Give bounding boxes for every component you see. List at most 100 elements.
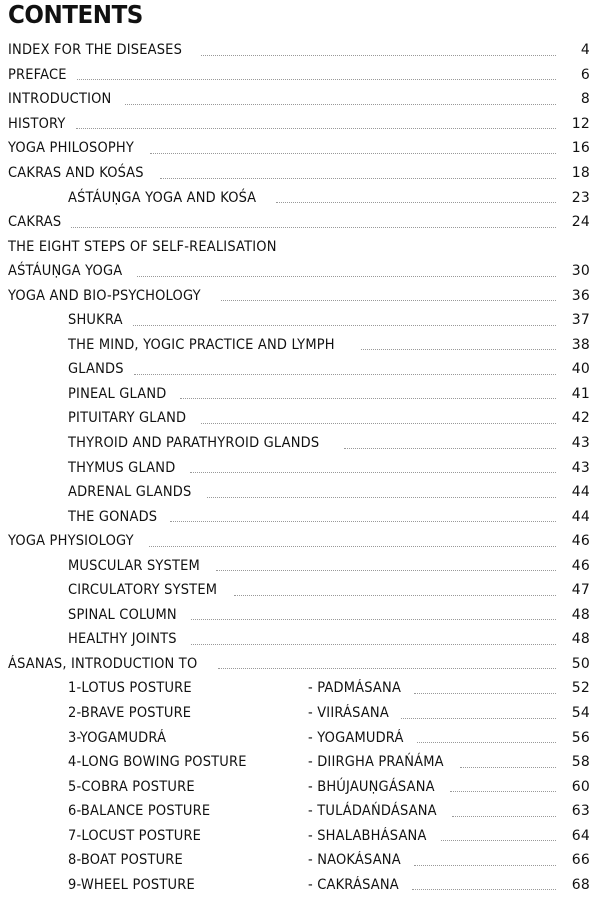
dot-leader — [149, 545, 556, 547]
toc-entry[interactable]: ADRENAL GLANDS 44 — [0, 480, 600, 505]
page-number: 24 — [571, 214, 590, 231]
toc-entry[interactable]: INDEX FOR THE DISEASES 4 — [0, 38, 600, 63]
toc-entry[interactable]: YOGA AND BIO-PSYCHOLOGY 36 — [0, 283, 600, 308]
toc-entry-posture[interactable]: 9-WHEEL POSTURE - CAKRÁSANA 68 — [0, 873, 600, 898]
dot-leader — [149, 152, 556, 154]
page-number: 43 — [571, 435, 590, 452]
toc-entry[interactable]: THE EIGHT STEPS OF SELF-REALISATION — [0, 234, 600, 259]
posture-english-name: 9-WHEEL POSTURE — [68, 876, 195, 893]
toc-entry[interactable]: PITUITARY GLAND 42 — [0, 406, 600, 431]
entry-title: THE EIGHT STEPS OF SELF-REALISATION — [8, 238, 277, 255]
page-number: 43 — [571, 459, 590, 476]
posture-sanskrit-name: - PADMÁSANA — [308, 680, 402, 697]
toc-entry[interactable]: GLANDS 40 — [0, 357, 600, 382]
toc-entry[interactable]: AŚTÁUṆGA YOGA 30 — [0, 259, 600, 284]
page-number: 37 — [571, 312, 590, 329]
toc-entry[interactable]: HEALTHY JOINTS 48 — [0, 627, 600, 652]
entry-title: THE GONADS — [68, 508, 158, 525]
toc-entry[interactable]: SPINAL COLUMN 48 — [0, 603, 600, 628]
posture-sanskrit-name: - BHÚJAUṆGÁSANA — [308, 778, 435, 795]
dot-leader — [276, 202, 556, 204]
toc-entry-posture[interactable]: 2-BRAVE POSTURE - VIIRÁSANA 54 — [0, 701, 600, 726]
page-number: 23 — [571, 189, 590, 206]
posture-english-name: 1-LOTUS POSTURE — [68, 680, 192, 697]
page-number: 47 — [571, 582, 590, 599]
page-number: 36 — [571, 287, 590, 304]
toc-entry-posture[interactable]: 1-LOTUS POSTURE - PADMÁSANA 52 — [0, 676, 600, 701]
toc-entry[interactable]: AŚTÁUṆGA YOGA AND KOŚA 23 — [0, 185, 600, 210]
page-number: 40 — [571, 361, 590, 378]
dot-leader — [413, 864, 556, 866]
dot-leader — [416, 742, 556, 744]
entry-title: CIRCULATORY SYSTEM — [68, 582, 218, 599]
entry-title: PREFACE — [8, 66, 67, 83]
posture-english-name: 6-BALANCE POSTURE — [68, 803, 211, 820]
toc-entry-posture[interactable]: 6-BALANCE POSTURE - TULÁDAŃDÁSANA 63 — [0, 799, 600, 824]
page-number: 44 — [571, 508, 590, 525]
entry-title: YOGA PHILOSOPHY — [8, 140, 135, 157]
dot-leader — [221, 300, 556, 302]
toc-entry-posture[interactable]: 7-LOCUST POSTURE - SHALABHÁSANA 64 — [0, 824, 600, 849]
entry-title: AŚTÁUṆGA YOGA AND KOŚA — [68, 189, 257, 206]
entry-title: CAKRAS AND KOŚAS — [8, 165, 144, 181]
entry-title: YOGA PHYSIOLOGY — [8, 533, 134, 550]
toc-entry[interactable]: YOGA PHYSIOLOGY 46 — [0, 529, 600, 554]
dot-leader — [125, 103, 556, 105]
posture-sanskrit-name: - TULÁDAŃDÁSANA — [308, 803, 437, 820]
page-number: 66 — [571, 852, 590, 869]
entry-title: INDEX FOR THE DISEASES — [8, 42, 183, 59]
entry-title: YOGA AND BIO-PSYCHOLOGY — [8, 287, 201, 304]
page-number: 68 — [571, 876, 590, 893]
toc-entry[interactable]: PREFACE 6 — [0, 63, 600, 88]
toc-entry[interactable]: YOGA PHILOSOPHY 16 — [0, 136, 600, 161]
posture-english-name: 3-YOGAMUDRÁ — [68, 729, 167, 746]
toc-entry-posture[interactable]: 3-YOGAMUDRÁ - YOGAMUDRÁ 56 — [0, 725, 600, 750]
posture-sanskrit-name: - CAKRÁSANA — [308, 876, 399, 893]
page-number: 18 — [571, 165, 590, 181]
dot-leader — [215, 570, 556, 572]
toc-entry[interactable]: THE MIND, YOGIC PRACTICE AND LYMPH 38 — [0, 333, 600, 358]
entry-title: THYMUS GLAND — [68, 459, 176, 476]
posture-sanskrit-name: - SHALABHÁSANA — [308, 827, 427, 844]
toc-entry-posture[interactable]: 5-COBRA POSTURE - BHÚJAUṆGÁSANA 60 — [0, 774, 600, 799]
dot-leader — [132, 324, 556, 326]
toc-entry[interactable]: CIRCULATORY SYSTEM 47 — [0, 578, 600, 603]
toc-entry[interactable]: SHUKRA 37 — [0, 308, 600, 333]
toc-entry[interactable]: HISTORY 12 — [0, 112, 600, 137]
page-number: 60 — [571, 778, 590, 795]
page-number: 48 — [571, 606, 590, 623]
dot-leader — [133, 373, 556, 375]
toc-entry[interactable]: PINEAL GLAND 41 — [0, 382, 600, 407]
dot-leader — [201, 54, 556, 56]
toc-entry[interactable]: THYROID AND PARATHYROID GLANDS 43 — [0, 431, 600, 456]
page-number: 50 — [571, 655, 590, 672]
entry-title: GLANDS — [68, 361, 124, 378]
posture-english-name: 8-BOAT POSTURE — [68, 852, 183, 869]
dot-leader — [77, 79, 556, 81]
entry-title: HISTORY — [8, 115, 66, 132]
page-number: 4 — [580, 42, 590, 59]
page-number: 56 — [571, 729, 590, 746]
dot-leader — [234, 594, 556, 596]
posture-english-name: 7-LOCUST POSTURE — [68, 827, 202, 844]
table-of-contents: INDEX FOR THE DISEASES 4 PREFACE 6 INTRODUCT… — [0, 38, 600, 897]
page-number: 16 — [571, 140, 590, 157]
toc-entry-posture[interactable]: 4-LONG BOWING POSTURE - DIIRGHA PRAŃÁMA 58 — [0, 750, 600, 775]
toc-entry[interactable]: MUSCULAR SYSTEM 46 — [0, 553, 600, 578]
posture-english-name: 4-LONG BOWING POSTURE — [68, 754, 247, 771]
dot-leader — [414, 692, 556, 694]
entry-title: MUSCULAR SYSTEM — [68, 557, 200, 574]
toc-entry-posture[interactable]: 8-BOAT POSTURE - NAOKÁSANA 66 — [0, 848, 600, 873]
toc-entry[interactable]: INTRODUCTION 8 — [0, 87, 600, 112]
posture-sanskrit-name: - YOGAMUDRÁ — [308, 729, 404, 746]
entry-title: ADRENAL GLANDS — [68, 484, 192, 501]
dot-leader — [360, 349, 556, 351]
toc-entry[interactable]: CAKRAS 24 — [0, 210, 600, 235]
toc-entry[interactable]: CAKRAS AND KOŚAS 18 — [0, 161, 600, 186]
toc-entry[interactable]: THE GONADS 44 — [0, 504, 600, 529]
page-number: 48 — [571, 631, 590, 648]
toc-entry[interactable]: THYMUS GLAND 43 — [0, 455, 600, 480]
entry-title: AŚTÁUṆGA YOGA — [8, 263, 123, 280]
page-number: 42 — [571, 410, 590, 427]
toc-entry[interactable]: ÁSANAS, INTRODUCTION TO 50 — [0, 652, 600, 677]
